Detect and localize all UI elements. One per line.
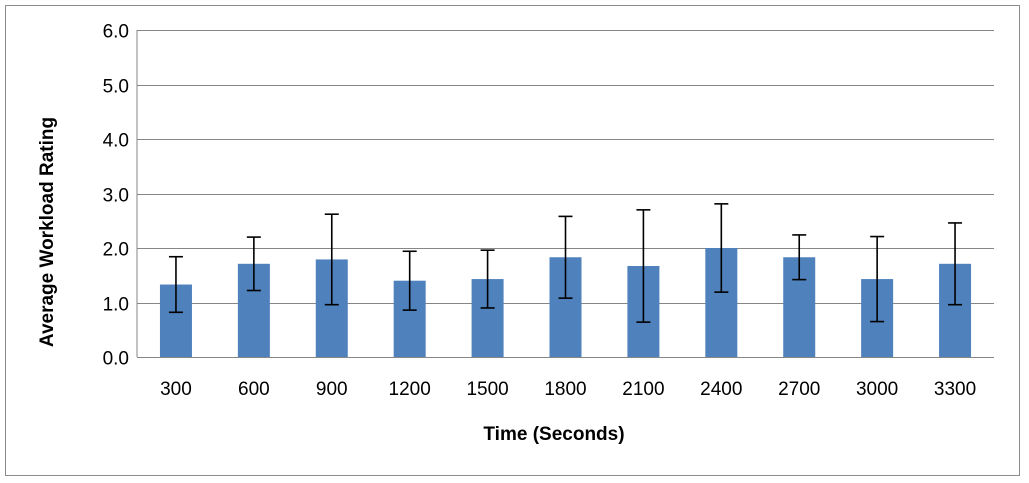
y-tick-label: 4.0 [103,131,129,152]
bars [159,248,972,357]
x-tick-label: 2400 [700,379,742,400]
y-tick-label: 2.0 [103,240,129,261]
x-tick-label: 1500 [466,379,508,400]
error-bar [948,222,963,306]
x-tick-label: 300 [160,379,192,400]
y-tick-label: 5.0 [103,77,129,98]
chart-frame: 0.0 1.0 2.0 3.0 4.0 5.0 6.0 300 600 900 1200 1500 1… [5,5,1020,476]
y-tick-labels: 0.0 1.0 2.0 3.0 4.0 5.0 6.0 [103,22,129,370]
y-tick-label: 6.0 [103,22,129,43]
x-tick-label: 2100 [622,379,664,400]
y-tick-label: 0.0 [103,349,129,370]
error-bar [636,209,651,323]
y-axis-title: Average Workload Rating [37,117,58,347]
error-bar [480,249,495,309]
x-tick-label: 900 [316,379,348,400]
error-bar [168,255,183,314]
error-bar [870,235,885,323]
x-tick-labels: 300 600 900 1200 1500 1800 2100 2400 2700 3000 330… [160,379,976,400]
error-bar [714,203,729,293]
x-tick-label: 2700 [778,379,820,400]
x-tick-label: 1800 [544,379,586,400]
y-tick-label: 1.0 [103,295,129,316]
error-bar [792,234,807,281]
error-bar [246,236,261,292]
x-tick-label: 3300 [934,379,976,400]
x-axis-title: Time (Seconds) [483,424,624,445]
error-bar [558,215,573,299]
error-bar [324,213,339,306]
error-bar [402,250,417,311]
x-tick-label: 600 [238,379,270,400]
x-tick-label: 3000 [856,379,898,400]
workload-bar-chart: 0.0 1.0 2.0 3.0 4.0 5.0 6.0 300 600 900 1200 1500 1… [37,22,994,445]
y-tick-label: 3.0 [103,186,129,207]
x-tick-label: 1200 [389,379,431,400]
error-bars [168,203,963,323]
